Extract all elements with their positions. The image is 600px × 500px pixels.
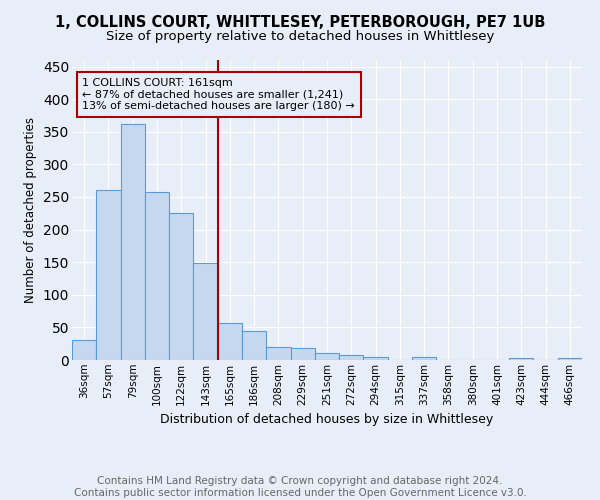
Bar <box>558 358 582 360</box>
Text: Contains HM Land Registry data © Crown copyright and database right 2024.
Contai: Contains HM Land Registry data © Crown c… <box>74 476 526 498</box>
Bar <box>145 192 169 360</box>
Bar <box>412 358 436 360</box>
Bar <box>364 356 388 360</box>
Text: 1, COLLINS COURT, WHITTLESEY, PETERBOROUGH, PE7 1UB: 1, COLLINS COURT, WHITTLESEY, PETERBOROU… <box>55 15 545 30</box>
Bar <box>290 348 315 360</box>
Bar <box>509 358 533 360</box>
Bar <box>266 347 290 360</box>
Bar <box>169 214 193 360</box>
Text: 1 COLLINS COURT: 161sqm
← 87% of detached houses are smaller (1,241)
13% of semi: 1 COLLINS COURT: 161sqm ← 87% of detache… <box>82 78 355 111</box>
Bar <box>193 264 218 360</box>
Bar <box>72 340 96 360</box>
X-axis label: Distribution of detached houses by size in Whittlesey: Distribution of detached houses by size … <box>160 413 494 426</box>
Text: Size of property relative to detached houses in Whittlesey: Size of property relative to detached ho… <box>106 30 494 43</box>
Bar <box>339 356 364 360</box>
Y-axis label: Number of detached properties: Number of detached properties <box>24 117 37 303</box>
Bar <box>315 354 339 360</box>
Bar <box>218 323 242 360</box>
Bar <box>242 330 266 360</box>
Bar <box>121 124 145 360</box>
Bar <box>96 190 121 360</box>
